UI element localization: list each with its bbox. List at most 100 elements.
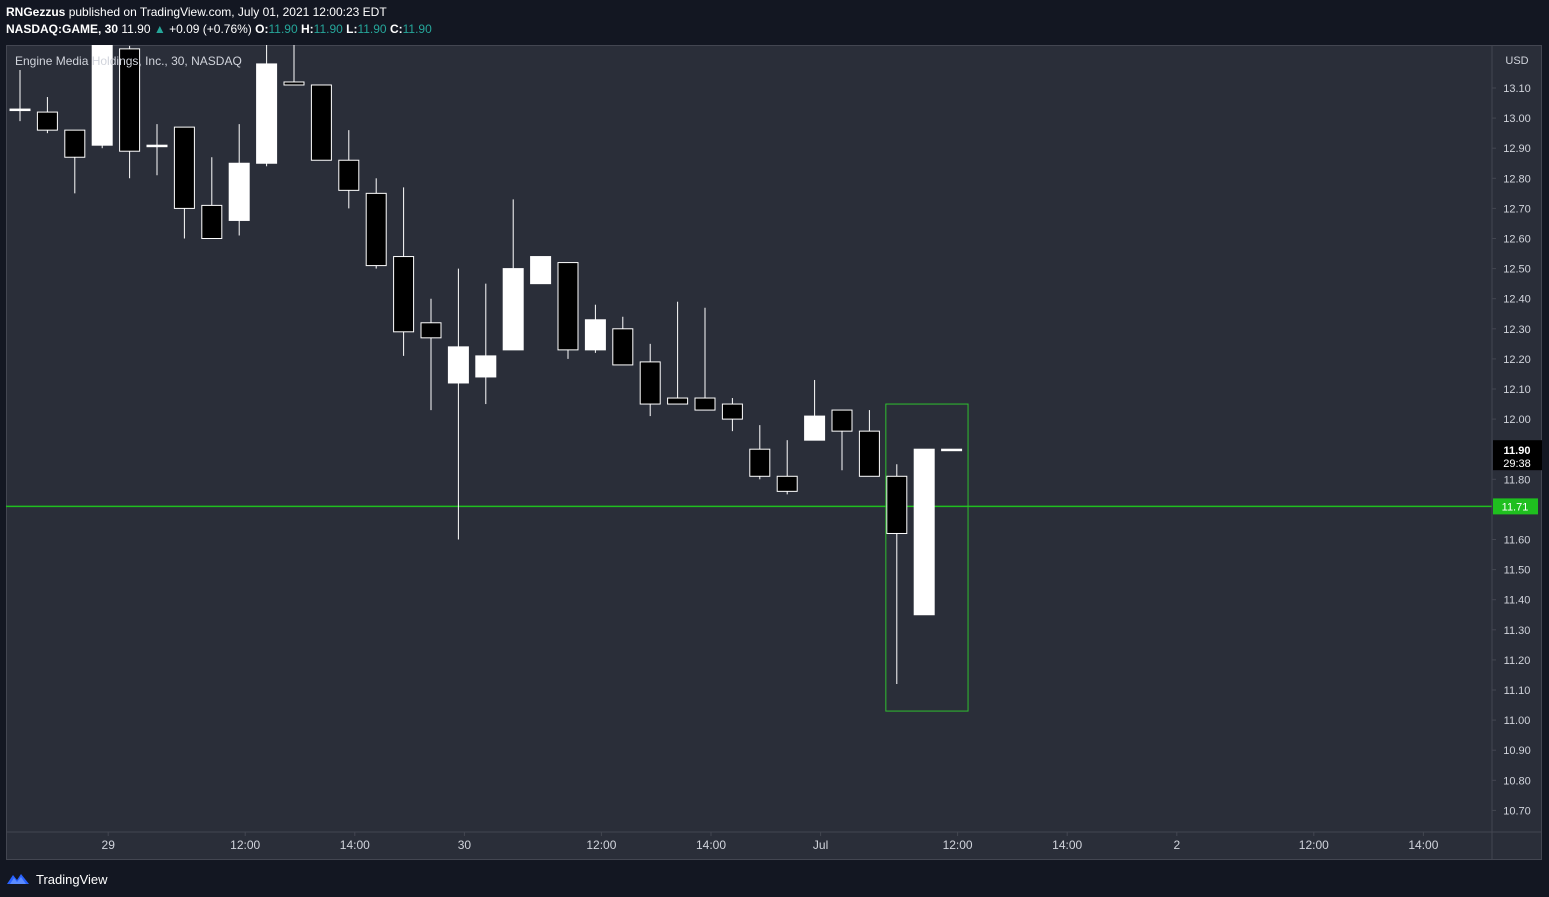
candle bbox=[639, 343, 661, 417]
candle bbox=[721, 398, 743, 432]
candle bbox=[667, 301, 689, 405]
time-tick-label: 2 bbox=[1173, 838, 1180, 852]
published-text: published on TradingView.com, July 01, 2… bbox=[68, 5, 387, 19]
price-tick-label: 12.80 bbox=[1503, 173, 1531, 185]
time-tick-label: 12:00 bbox=[943, 838, 973, 852]
price-chart[interactable]: Engine Media Holdings, Inc., 30, NASDAQ … bbox=[6, 45, 1542, 860]
tradingview-logo-icon[interactable] bbox=[6, 872, 30, 886]
candle bbox=[201, 157, 223, 239]
candle bbox=[804, 379, 826, 441]
candle bbox=[173, 126, 195, 239]
time-tick-label: 12:00 bbox=[586, 838, 616, 852]
candle-body-up bbox=[475, 355, 497, 378]
close-value: 11.90 bbox=[402, 22, 432, 36]
time-tick-label: 14:00 bbox=[1052, 838, 1082, 852]
candle-body-down bbox=[201, 204, 223, 239]
time-tick-label: 12:00 bbox=[230, 838, 260, 852]
price-tick-label: 12.50 bbox=[1503, 264, 1531, 276]
price-tick-label: 12.30 bbox=[1503, 324, 1531, 336]
time-tick-label: Jul bbox=[813, 838, 828, 852]
bar-countdown: 29:38 bbox=[1503, 458, 1531, 470]
author-name[interactable]: RNGezzus bbox=[6, 5, 66, 19]
price-tick-label: 12.90 bbox=[1503, 143, 1531, 155]
candle-body-down bbox=[831, 409, 853, 432]
change-arrow-icon: ▲ bbox=[153, 22, 166, 36]
price-axis[interactable]: 13.10 13.00 12.90 12.80 12.70 12.60 12.50 12.40… bbox=[1492, 83, 1531, 817]
time-tick-label: 30 bbox=[458, 838, 472, 852]
candle bbox=[584, 304, 606, 353]
candle bbox=[310, 84, 332, 161]
candle bbox=[228, 124, 250, 236]
price-tick-label: 11.20 bbox=[1504, 655, 1531, 667]
time-axis[interactable]: 29 12:00 14:00 30 12:00 14:00 Jul 12:00 14:00 2 12… bbox=[102, 832, 1439, 852]
time-tick-label: 29 bbox=[102, 838, 116, 852]
candle-body-down bbox=[310, 84, 332, 161]
candle bbox=[694, 307, 716, 411]
last-price-value: 11.90 bbox=[1504, 445, 1531, 457]
highlight-box bbox=[885, 403, 969, 712]
time-tick-label: 14:00 bbox=[340, 838, 370, 852]
price-tick-label: 12.60 bbox=[1503, 234, 1531, 246]
price-tick-label: 11.00 bbox=[1504, 715, 1531, 727]
candle-body-up bbox=[913, 448, 935, 616]
candle-body-up bbox=[146, 144, 168, 148]
level-price-value: 11.71 bbox=[1502, 501, 1529, 513]
symbol-name[interactable]: NASDAQ:GAME, 30 bbox=[6, 22, 119, 36]
candle-body-down bbox=[858, 430, 880, 477]
candle-body-down bbox=[393, 256, 415, 333]
candle bbox=[557, 262, 579, 359]
price-tick-label: 10.90 bbox=[1503, 745, 1531, 757]
candle bbox=[9, 69, 31, 122]
price-tick-label: 10.70 bbox=[1503, 805, 1531, 817]
candle-body-down bbox=[557, 262, 579, 351]
candle-body-down bbox=[639, 361, 661, 405]
time-tick-label: 12:00 bbox=[1299, 838, 1329, 852]
last-price-tag bbox=[1493, 440, 1542, 471]
candle-body-down bbox=[667, 397, 689, 405]
price-tick-label: 12.20 bbox=[1503, 354, 1531, 366]
candle bbox=[365, 178, 387, 269]
candle-body-down bbox=[776, 475, 798, 492]
candle bbox=[91, 45, 113, 149]
price-tick-label: 11.30 bbox=[1504, 625, 1531, 637]
candle-body-down bbox=[612, 328, 634, 366]
candle bbox=[119, 45, 141, 179]
price-tick-label: 11.60 bbox=[1504, 535, 1531, 547]
price-tick-label: 13.00 bbox=[1503, 113, 1531, 125]
candle bbox=[502, 199, 524, 351]
candle-body-down bbox=[721, 403, 743, 420]
time-tick-label: 14:00 bbox=[696, 838, 726, 852]
close-label: C: bbox=[389, 22, 403, 36]
candle-body-down bbox=[64, 129, 86, 158]
price-tick-label: 13.10 bbox=[1503, 83, 1531, 95]
currency-label[interactable]: USD bbox=[1505, 55, 1528, 67]
candle-body-down bbox=[749, 448, 771, 477]
candle bbox=[749, 425, 771, 480]
candle bbox=[420, 298, 442, 411]
candle-body-up bbox=[256, 63, 278, 164]
candle-body-down bbox=[420, 322, 442, 339]
candles-group bbox=[9, 45, 963, 684]
candle bbox=[776, 440, 798, 495]
last-price: 11.90 bbox=[121, 22, 151, 36]
candle-body-down bbox=[119, 48, 141, 152]
low-label: L: bbox=[346, 22, 358, 36]
price-tick-label: 12.00 bbox=[1503, 414, 1531, 426]
candle-body-up bbox=[228, 162, 250, 221]
price-tick-label: 11.10 bbox=[1504, 685, 1531, 697]
candle bbox=[447, 268, 469, 540]
candle bbox=[393, 187, 415, 356]
candle-body-up bbox=[91, 45, 113, 146]
candle bbox=[36, 97, 58, 134]
chart-frame[interactable] bbox=[6, 45, 1542, 860]
time-tick-label: 14:00 bbox=[1408, 838, 1438, 852]
candle-body-down bbox=[365, 192, 387, 267]
symbol-legend: NASDAQ:GAME, 30 11.90 ▲ +0.09 (+0.76%) O… bbox=[6, 22, 432, 36]
brand-name[interactable]: TradingView bbox=[36, 871, 108, 887]
footer: TradingView bbox=[6, 870, 108, 888]
candle bbox=[941, 448, 963, 452]
price-tick-label: 11.50 bbox=[1504, 565, 1531, 577]
candle-body-down bbox=[338, 159, 360, 191]
candle-body-up bbox=[447, 346, 469, 384]
